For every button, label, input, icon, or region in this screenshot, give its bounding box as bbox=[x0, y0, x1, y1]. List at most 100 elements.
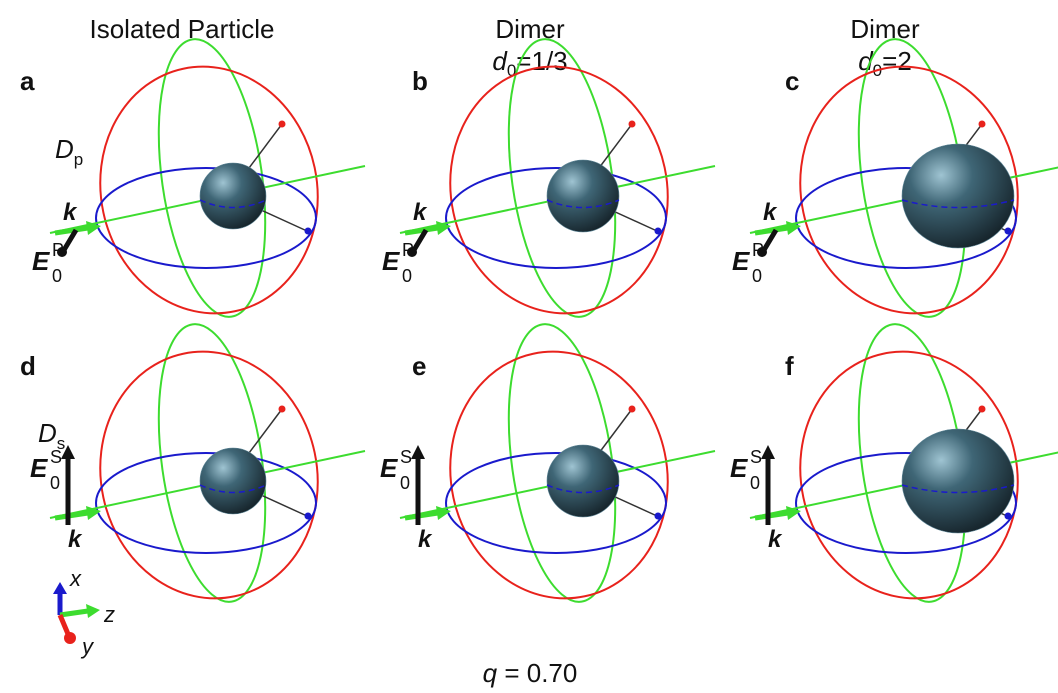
panel-label: b bbox=[412, 66, 428, 96]
k-arrow bbox=[754, 510, 789, 521]
column-title: Dimer bbox=[495, 14, 565, 44]
field-symbol: E bbox=[30, 453, 48, 483]
marker-red bbox=[978, 120, 986, 128]
orbit-red bbox=[99, 350, 319, 600]
orbit-green bbox=[507, 38, 617, 318]
marker-red bbox=[628, 405, 636, 413]
field-arrowhead bbox=[411, 445, 425, 459]
wave-vector: k bbox=[768, 526, 783, 553]
symbol: d bbox=[858, 46, 874, 76]
orbit-blue bbox=[445, 452, 667, 554]
orbit-green bbox=[157, 38, 267, 318]
particle-equator bbox=[901, 199, 1015, 209]
column-title: Isolated Particle bbox=[90, 14, 275, 44]
column-subtitle: d0=1/3 bbox=[492, 46, 567, 80]
field-sub: 0 bbox=[52, 266, 62, 286]
axis-label: y bbox=[80, 634, 95, 659]
particle bbox=[546, 444, 620, 518]
panel-label: c bbox=[785, 66, 799, 96]
wave-vector: k bbox=[418, 526, 433, 553]
orbit-blue bbox=[95, 167, 317, 269]
field-arrow bbox=[411, 228, 429, 252]
k-arrow bbox=[54, 510, 89, 521]
wave-vector: k bbox=[763, 199, 778, 226]
field-symbol: E bbox=[382, 246, 400, 276]
orbit-green bbox=[157, 323, 267, 603]
marker-red bbox=[628, 120, 636, 128]
field-arrowhead bbox=[761, 445, 775, 459]
field-symbol: E bbox=[730, 453, 748, 483]
panel: d k E S 0 bbox=[20, 323, 366, 603]
field-sub: 0 bbox=[752, 266, 762, 286]
field-sub: 0 bbox=[402, 266, 412, 286]
panel: b kE P 0 bbox=[382, 38, 716, 318]
panel-label: d bbox=[20, 351, 36, 381]
row-label: Dp bbox=[55, 134, 83, 169]
field-symbol: E bbox=[732, 246, 750, 276]
panel: f k E S 0 bbox=[730, 323, 1058, 603]
axis-label: z bbox=[103, 602, 115, 627]
marker-red bbox=[278, 120, 286, 128]
column-title: Dimer bbox=[850, 14, 920, 44]
field-symbol: E bbox=[380, 453, 398, 483]
wave-vector: k bbox=[68, 526, 83, 553]
particle bbox=[199, 162, 267, 230]
subscript: s bbox=[57, 434, 66, 453]
symbol: D bbox=[55, 134, 74, 164]
field-sub: 0 bbox=[50, 473, 60, 493]
orbit-red bbox=[799, 350, 1019, 600]
field-sup: P bbox=[752, 240, 764, 260]
orbit-red bbox=[449, 350, 669, 600]
k-arrowhead bbox=[86, 506, 101, 520]
marker-blue bbox=[1004, 227, 1012, 235]
field-tip bbox=[407, 247, 417, 257]
orbit-blue bbox=[795, 167, 1017, 269]
k-arrow bbox=[754, 225, 789, 236]
k-arrow bbox=[54, 225, 89, 236]
axis-label: x bbox=[69, 566, 82, 591]
marker-red bbox=[278, 405, 286, 413]
marker-red bbox=[978, 405, 986, 413]
k-arrowhead bbox=[86, 221, 101, 235]
field-arrow bbox=[761, 228, 779, 252]
orbit-blue bbox=[95, 452, 317, 554]
field-sup: S bbox=[50, 447, 62, 467]
axes-triad: x z y bbox=[53, 566, 115, 659]
panel-label: a bbox=[20, 66, 35, 96]
wave-vector: k bbox=[413, 199, 428, 226]
k-arrowhead bbox=[436, 221, 451, 235]
text: = 0.70 bbox=[497, 658, 577, 688]
marker-blue bbox=[304, 512, 312, 520]
orbit-red bbox=[799, 65, 1019, 315]
subscript: p bbox=[74, 150, 83, 169]
field-sub: 0 bbox=[400, 473, 410, 493]
marker-blue bbox=[654, 227, 662, 235]
k-arrow bbox=[404, 510, 439, 521]
marker-blue bbox=[654, 512, 662, 520]
particle bbox=[199, 447, 267, 515]
particle-equator bbox=[901, 484, 1015, 494]
field-sup: S bbox=[750, 447, 762, 467]
marker-blue bbox=[304, 227, 312, 235]
particle bbox=[901, 143, 1015, 249]
panel: c kE P 0 bbox=[732, 38, 1058, 318]
panel: a kE P 0 bbox=[20, 38, 366, 318]
marker-blue bbox=[1004, 512, 1012, 520]
footer: q = 0.70 bbox=[483, 658, 578, 688]
panel: e k E S 0 bbox=[380, 323, 716, 603]
subscript: 0 bbox=[507, 61, 516, 80]
field-sub: 0 bbox=[750, 473, 760, 493]
field-sup: S bbox=[400, 447, 412, 467]
k-arrowhead bbox=[436, 506, 451, 520]
orbit-blue bbox=[795, 452, 1017, 554]
k-arrow bbox=[404, 225, 439, 236]
symbol: q bbox=[483, 658, 498, 688]
field-sup: P bbox=[402, 240, 414, 260]
field-tip bbox=[57, 247, 67, 257]
particle-equator bbox=[199, 484, 267, 494]
symbol: D bbox=[38, 418, 57, 448]
orbit-red bbox=[99, 65, 319, 315]
text: =2 bbox=[882, 46, 912, 76]
row-label: Ds bbox=[38, 418, 65, 453]
